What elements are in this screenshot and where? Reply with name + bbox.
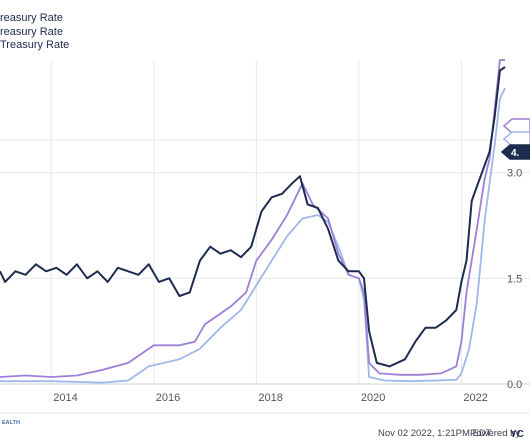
end-marker-2 [502, 118, 530, 134]
legend: reasury Rate reasury Rate Treasury Rate [0, 12, 69, 51]
x-tick-label-2014: 2014 [53, 392, 77, 404]
legend-entry-3[interactable]: Treasury Rate [0, 39, 69, 51]
series-layer [0, 59, 506, 384]
end-markers: 4. [500, 118, 530, 160]
series-line-3[interactable] [0, 87, 506, 384]
legend-entry-2[interactable]: reasury Rate [0, 26, 63, 38]
series-line-2[interactable] [0, 59, 505, 378]
timestamp: Nov 02 2022, 1:21PM EDT. [378, 428, 493, 439]
y-tick-label-3.0: 3.0 [507, 168, 522, 180]
x-tick-label-2022: 2022 [463, 392, 487, 404]
powered-by-label: Powered by [470, 428, 520, 439]
grid [0, 60, 530, 385]
y-axis-ticks: 0.0 1.5 3.0 4. [507, 134, 522, 391]
y-tick-label-1.5: 1.5 [507, 273, 522, 285]
legend-entry-1[interactable]: reasury Rate [0, 12, 63, 24]
end-marker-label-1: 4. [511, 148, 520, 159]
series-line-1[interactable] [0, 66, 506, 368]
brand-name[interactable]: YC [510, 429, 524, 440]
end-marker-1 [500, 144, 530, 160]
x-tick-label-2018: 2018 [258, 392, 282, 404]
y-tick-label-0.0: 0.0 [507, 379, 522, 391]
x-tick-label-2020: 2020 [361, 392, 385, 404]
x-axis-ticks: 2014 2016 2018 2020 2022 [53, 392, 488, 404]
x-tick-label-2016: 2016 [156, 392, 180, 404]
logo-text: EALTH [2, 420, 20, 426]
